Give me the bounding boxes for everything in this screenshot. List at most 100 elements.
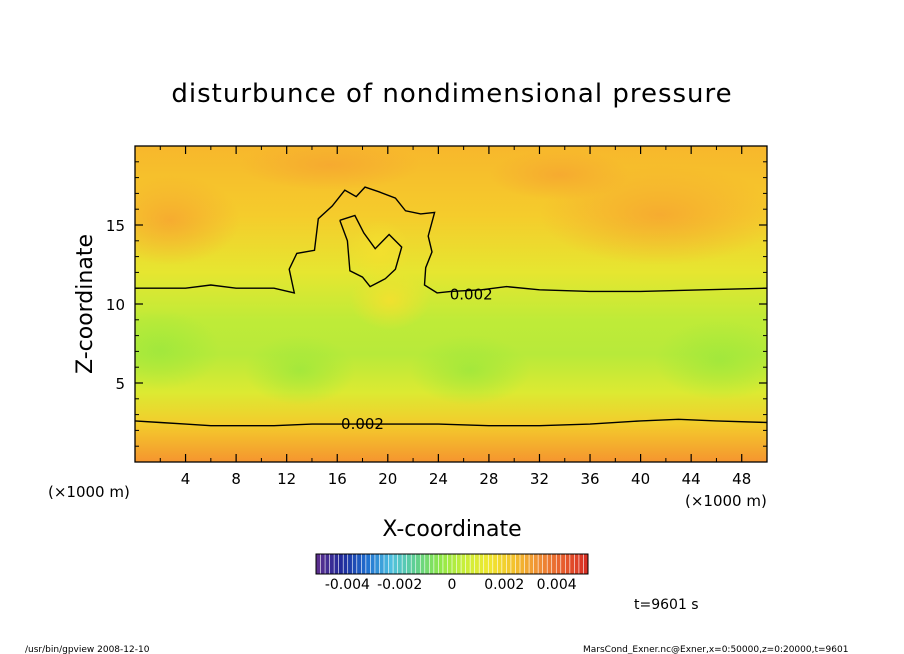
colorbar-cell: [515, 553, 521, 575]
colorbar-cell: [333, 553, 340, 575]
colorbar-cell: [469, 553, 476, 575]
colorbar-cell: [338, 553, 344, 575]
colorbar-cell: [569, 553, 575, 575]
colorbar-cell: [392, 553, 399, 575]
shaded-field: [135, 146, 767, 462]
x-tick-label: 16: [328, 470, 347, 488]
colorbar-cell: [361, 553, 367, 575]
colorbar-cell: [533, 553, 539, 575]
colorbar-cell: [447, 553, 453, 575]
colorbar-cell: [565, 553, 571, 575]
colorbar-cell: [555, 553, 562, 575]
colorbar-cell: [347, 553, 353, 575]
contour-inner: [339, 214, 403, 288]
colorbar-cell: [451, 553, 458, 575]
colorbar-cell: [519, 553, 526, 575]
colorbar-cell: [492, 553, 498, 575]
footer-left: /usr/bin/gpview 2008-12-10: [25, 645, 150, 654]
y-tick-label: 10: [106, 296, 125, 314]
x-axis-title: X-coordinate: [382, 517, 521, 542]
colorbar-cell: [397, 553, 403, 575]
colorbar-cell: [497, 553, 503, 575]
colorbar-cell: [424, 553, 430, 575]
colorbar-frame: [315, 553, 589, 575]
colorbar-cell: [315, 553, 322, 575]
colorbar-tick-label: 0.002: [484, 577, 524, 593]
x-axis-unit: (×1000 m): [685, 492, 767, 510]
colorbar-cell: [506, 553, 512, 575]
colorbar-cell: [342, 553, 349, 575]
contour-lower: [135, 418, 767, 427]
colorbar-cell: [324, 553, 331, 575]
colorbar-cell: [406, 553, 412, 575]
colorbar-cell: [356, 553, 362, 575]
colorbar-cell: [483, 553, 489, 575]
x-tick-label: 12: [277, 470, 296, 488]
colorbar-cell: [415, 553, 421, 575]
x-axis-ticks: 4 8 12 16 20 24 28 32 36 40 44 48: [159, 146, 751, 488]
colorbar-cell: [501, 553, 507, 575]
colorbar-cell: [524, 553, 530, 575]
x-tick-label: 36: [580, 470, 599, 488]
colorbar-cell: [401, 553, 408, 575]
colorbar-cell: [465, 553, 471, 575]
colorbar-cell: [438, 553, 444, 575]
colorbar-tick-label: -0.004: [325, 577, 370, 593]
colorbar-tick-labels: -0.004 -0.002 0 0.002 0.004: [325, 577, 577, 593]
colorbar-cell: [329, 553, 335, 575]
contour-labels: 0.002 0.002: [341, 286, 493, 434]
y-axis-unit: (×1000 m): [48, 483, 130, 501]
y-axis-ticks: 5 10 15: [106, 161, 767, 447]
contour-label-2: 0.002: [341, 415, 384, 433]
colorbar-cell: [379, 553, 385, 575]
x-tick-label: 20: [378, 470, 397, 488]
colorbar: [315, 553, 589, 575]
x-tick-label: 32: [530, 470, 549, 488]
colorbar-cell: [429, 553, 435, 575]
x-tick-label: 44: [682, 470, 701, 488]
x-tick-label: 24: [429, 470, 448, 488]
colorbar-cell: [433, 553, 439, 575]
x-tick-label: 48: [732, 470, 751, 488]
y-axis-title: Z-coordinate: [73, 234, 98, 374]
colorbar-cell: [460, 553, 467, 575]
contour-upper: [135, 186, 767, 294]
contour-lines: [135, 186, 767, 427]
colorbar-cell: [510, 553, 517, 575]
colorbar-cell: [388, 553, 394, 575]
colorbar-cell: [551, 553, 557, 575]
colorbar-cell: [370, 553, 376, 575]
colorbar-cell: [578, 553, 585, 575]
colorbar-tick-label: 0: [448, 577, 457, 593]
colorbar-cell: [560, 553, 566, 575]
colorbar-cell: [574, 553, 580, 575]
y-tick-label: 15: [106, 217, 125, 235]
colorbar-cell: [351, 553, 358, 575]
colorbar-cell: [320, 553, 326, 575]
colorbar-cell: [374, 553, 381, 575]
colorbar-cell: [383, 553, 390, 575]
colorbar-cell: [537, 553, 544, 575]
x-tick-label: 8: [231, 470, 241, 488]
colorbar-cell: [528, 553, 535, 575]
colorbar-tick-label: 0.004: [537, 577, 577, 593]
colorbar-cell: [456, 553, 462, 575]
colorbar-cell: [546, 553, 553, 575]
colorbar-cell: [365, 553, 371, 575]
x-tick-label: 40: [631, 470, 650, 488]
x-tick-label: 4: [181, 470, 191, 488]
colorbar-cell: [487, 553, 494, 575]
colorbar-cell: [542, 553, 548, 575]
colorbar-cell: [474, 553, 480, 575]
time-label: t=9601 s: [634, 597, 699, 613]
colorbar-cell: [410, 553, 417, 575]
colorbar-cell: [478, 553, 485, 575]
footer-right: MarsCond_Exner.nc@Exner,x=0:50000,z=0:20…: [583, 645, 848, 654]
y-tick-label: 5: [115, 375, 125, 393]
colorbar-cell: [442, 553, 449, 575]
x-tick-label: 28: [479, 470, 498, 488]
contour-label-1: 0.002: [450, 286, 493, 304]
chart-title: disturbunce of nondimensional pressure: [171, 79, 732, 109]
